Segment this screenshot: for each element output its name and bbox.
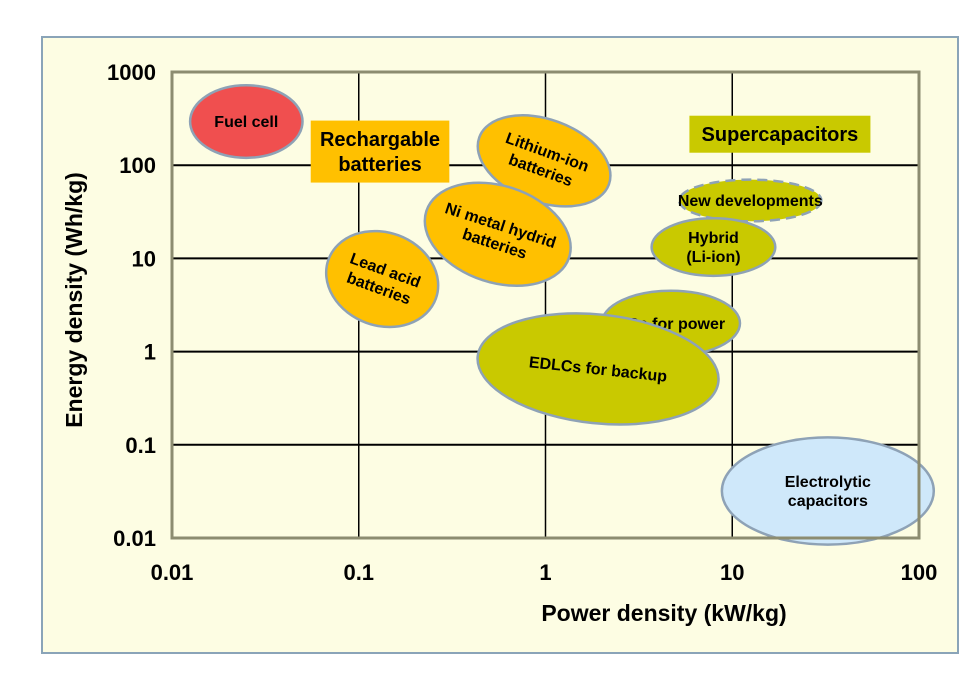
x-tick-label: 10 <box>720 560 744 585</box>
region-new-developments: New developments <box>677 178 823 223</box>
y-tick-label: 100 <box>119 153 156 178</box>
group-label-text: Supercapacitors <box>702 124 859 146</box>
y-tick-label: 0.1 <box>125 433 156 458</box>
region-label: capacitors <box>788 493 868 510</box>
y-tick-label: 1 <box>144 340 156 365</box>
region-ellipse <box>476 312 720 426</box>
region-label: Electrolytic <box>785 474 871 491</box>
region-label: Fuel cell <box>214 114 278 131</box>
region-ellipse <box>677 178 823 223</box>
group-label-text: Rechargable <box>320 129 440 151</box>
region-edlcs-for-backup: EDLCs for backup <box>476 312 720 426</box>
region-label: (Li-ion) <box>686 249 740 266</box>
region-electrolytic-capacitors: Electrolytic capacitors <box>720 436 936 546</box>
region-ellipse <box>188 84 304 160</box>
y-tick-label: 10 <box>132 246 156 271</box>
axes <box>170 70 921 540</box>
y-tick-label: 0.01 <box>113 526 156 551</box>
region-hybrid-li-ion: Hybrid (Li-ion) <box>650 216 777 278</box>
group-labels: Rechargable batteries Supercapacitors <box>310 115 871 183</box>
group-label-text: batteries <box>338 154 421 176</box>
region-ellipse <box>720 436 936 546</box>
plot-border <box>170 70 921 540</box>
x-tick-label: 0.01 <box>151 560 194 585</box>
x-axis-label: Power density (kW/kg) <box>541 600 786 626</box>
region-label: New developments <box>678 193 823 210</box>
y-tick-label: 1000 <box>107 60 156 85</box>
x-tick-label: 0.1 <box>343 560 374 585</box>
group-label-box <box>689 115 871 153</box>
region-ellipse <box>650 216 777 278</box>
x-tick-label: 1 <box>539 560 551 585</box>
group-label-supercapacitors: Supercapacitors <box>689 115 871 153</box>
group-label-rechargable-batteries: Rechargable batteries <box>310 120 450 183</box>
region-ellipse <box>423 181 572 287</box>
group-label-box <box>310 120 450 183</box>
region-fuel-cell: Fuel cell <box>188 84 304 160</box>
y-axis-label: Energy density (Wh/kg) <box>61 172 87 428</box>
x-tick-label: 100 <box>901 560 938 585</box>
region-label: Hybrid <box>688 230 739 247</box>
tick-labels: 0.01 0.1 1 10 100 1000 100 10 1 0.1 0.01 <box>107 60 937 585</box>
region-ellipse <box>324 229 440 329</box>
